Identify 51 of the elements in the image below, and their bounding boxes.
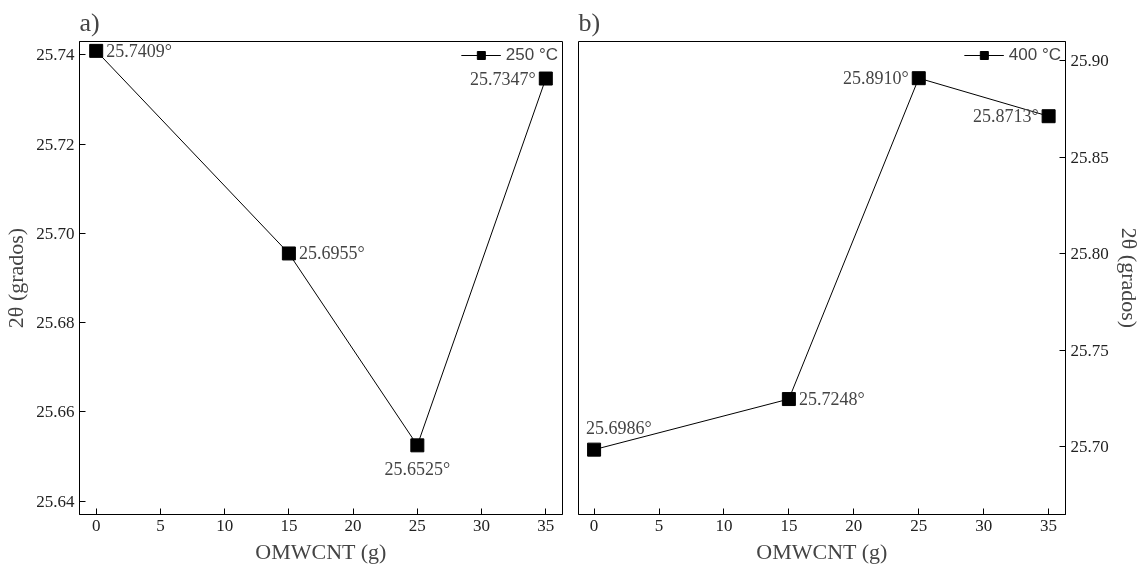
x-tick-label: 15: [780, 515, 798, 535]
x-axis-title: OMWCNT (g): [756, 538, 888, 564]
x-tick-label: 25: [408, 515, 426, 535]
x-tick-label: 10: [715, 515, 733, 535]
x-tick-label: 20: [344, 515, 362, 535]
legend-label: 400 °C: [1008, 45, 1061, 65]
text: a): [79, 7, 100, 37]
y2-axis-title: 2θ (grados): [1116, 227, 1142, 329]
y2-tick-label: 25.90: [1070, 51, 1109, 71]
data-label: 25.6955°: [298, 243, 365, 264]
point: [911, 71, 926, 86]
y2-tick-label: 25.85: [1070, 147, 1109, 167]
x-tick-label: 10: [216, 515, 234, 535]
x-tick-label: 35: [537, 515, 555, 535]
y-tick-label: 25.74: [36, 45, 75, 65]
x-tick-label: 0: [589, 515, 599, 535]
y-tick-label: 25.68: [36, 313, 75, 333]
data-label: 25.7409°: [106, 40, 172, 61]
point: [281, 246, 296, 261]
legend-label: 250 °C: [505, 45, 558, 65]
data-label: 25.6986°: [586, 417, 652, 438]
point: [781, 392, 796, 407]
data-label: 25.8910°: [843, 68, 909, 89]
y-tick-label: 25.72: [36, 134, 75, 154]
y-tick-label: 25.66: [36, 402, 75, 422]
y-tick-label: 25.64: [36, 491, 75, 511]
y-axis-title: 2θ (grados): [3, 227, 29, 329]
point: [538, 71, 553, 86]
x-tick-label: 35: [1040, 515, 1058, 535]
data-label: 25.7347°: [470, 68, 536, 89]
x-axis-title: OMWCNT (g): [255, 538, 387, 564]
x-tick-label: 5: [654, 515, 664, 535]
point: [410, 438, 425, 453]
x-tick-label: 0: [91, 515, 101, 535]
x-tick-label: 15: [280, 515, 298, 535]
x-tick-label: 20: [845, 515, 863, 535]
y2-tick-label: 25.80: [1070, 244, 1109, 264]
point: [1041, 109, 1056, 124]
point: [587, 442, 602, 457]
x-tick-label: 25: [910, 515, 928, 535]
y-tick-label: 25.70: [36, 223, 75, 243]
x-tick-label: 30: [975, 515, 993, 535]
x-tick-label: 30: [473, 515, 491, 535]
x-tick-label: 5: [156, 515, 165, 535]
point: [89, 43, 104, 58]
y2-tick-label: 25.70: [1070, 437, 1109, 457]
text: b): [578, 7, 601, 37]
data-label: 25.6525°: [384, 459, 451, 480]
data-label: 25.7248°: [798, 389, 865, 410]
y2-tick-label: 25.75: [1070, 340, 1109, 360]
data-label: 25.8713°: [972, 106, 1039, 127]
